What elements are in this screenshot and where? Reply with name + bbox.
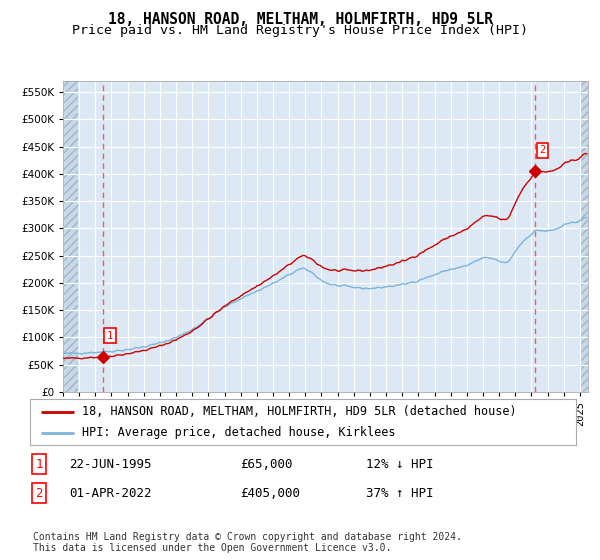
Text: £405,000: £405,000 [240, 487, 300, 500]
Text: HPI: Average price, detached house, Kirklees: HPI: Average price, detached house, Kirk… [82, 426, 395, 439]
Text: 2: 2 [35, 487, 43, 500]
Bar [580, 81, 588, 392]
Text: Price paid vs. HM Land Registry's House Price Index (HPI): Price paid vs. HM Land Registry's House … [72, 24, 528, 37]
Text: Contains HM Land Registry data © Crown copyright and database right 2024.
This d: Contains HM Land Registry data © Crown c… [33, 531, 462, 553]
Text: 2: 2 [539, 146, 546, 156]
Bar [63, 81, 78, 392]
Bar [580, 81, 588, 392]
Text: 18, HANSON ROAD, MELTHAM, HOLMFIRTH, HD9 5LR (detached house): 18, HANSON ROAD, MELTHAM, HOLMFIRTH, HD9… [82, 405, 517, 418]
Text: £65,000: £65,000 [240, 458, 293, 470]
Text: 1: 1 [107, 331, 113, 341]
Text: 1: 1 [35, 458, 43, 470]
Text: 18, HANSON ROAD, MELTHAM, HOLMFIRTH, HD9 5LR: 18, HANSON ROAD, MELTHAM, HOLMFIRTH, HD9… [107, 12, 493, 27]
Bar [63, 81, 78, 392]
Text: 12% ↓ HPI: 12% ↓ HPI [366, 458, 433, 470]
Text: 37% ↑ HPI: 37% ↑ HPI [366, 487, 433, 500]
Text: 01-APR-2022: 01-APR-2022 [69, 487, 151, 500]
Text: 22-JUN-1995: 22-JUN-1995 [69, 458, 151, 470]
